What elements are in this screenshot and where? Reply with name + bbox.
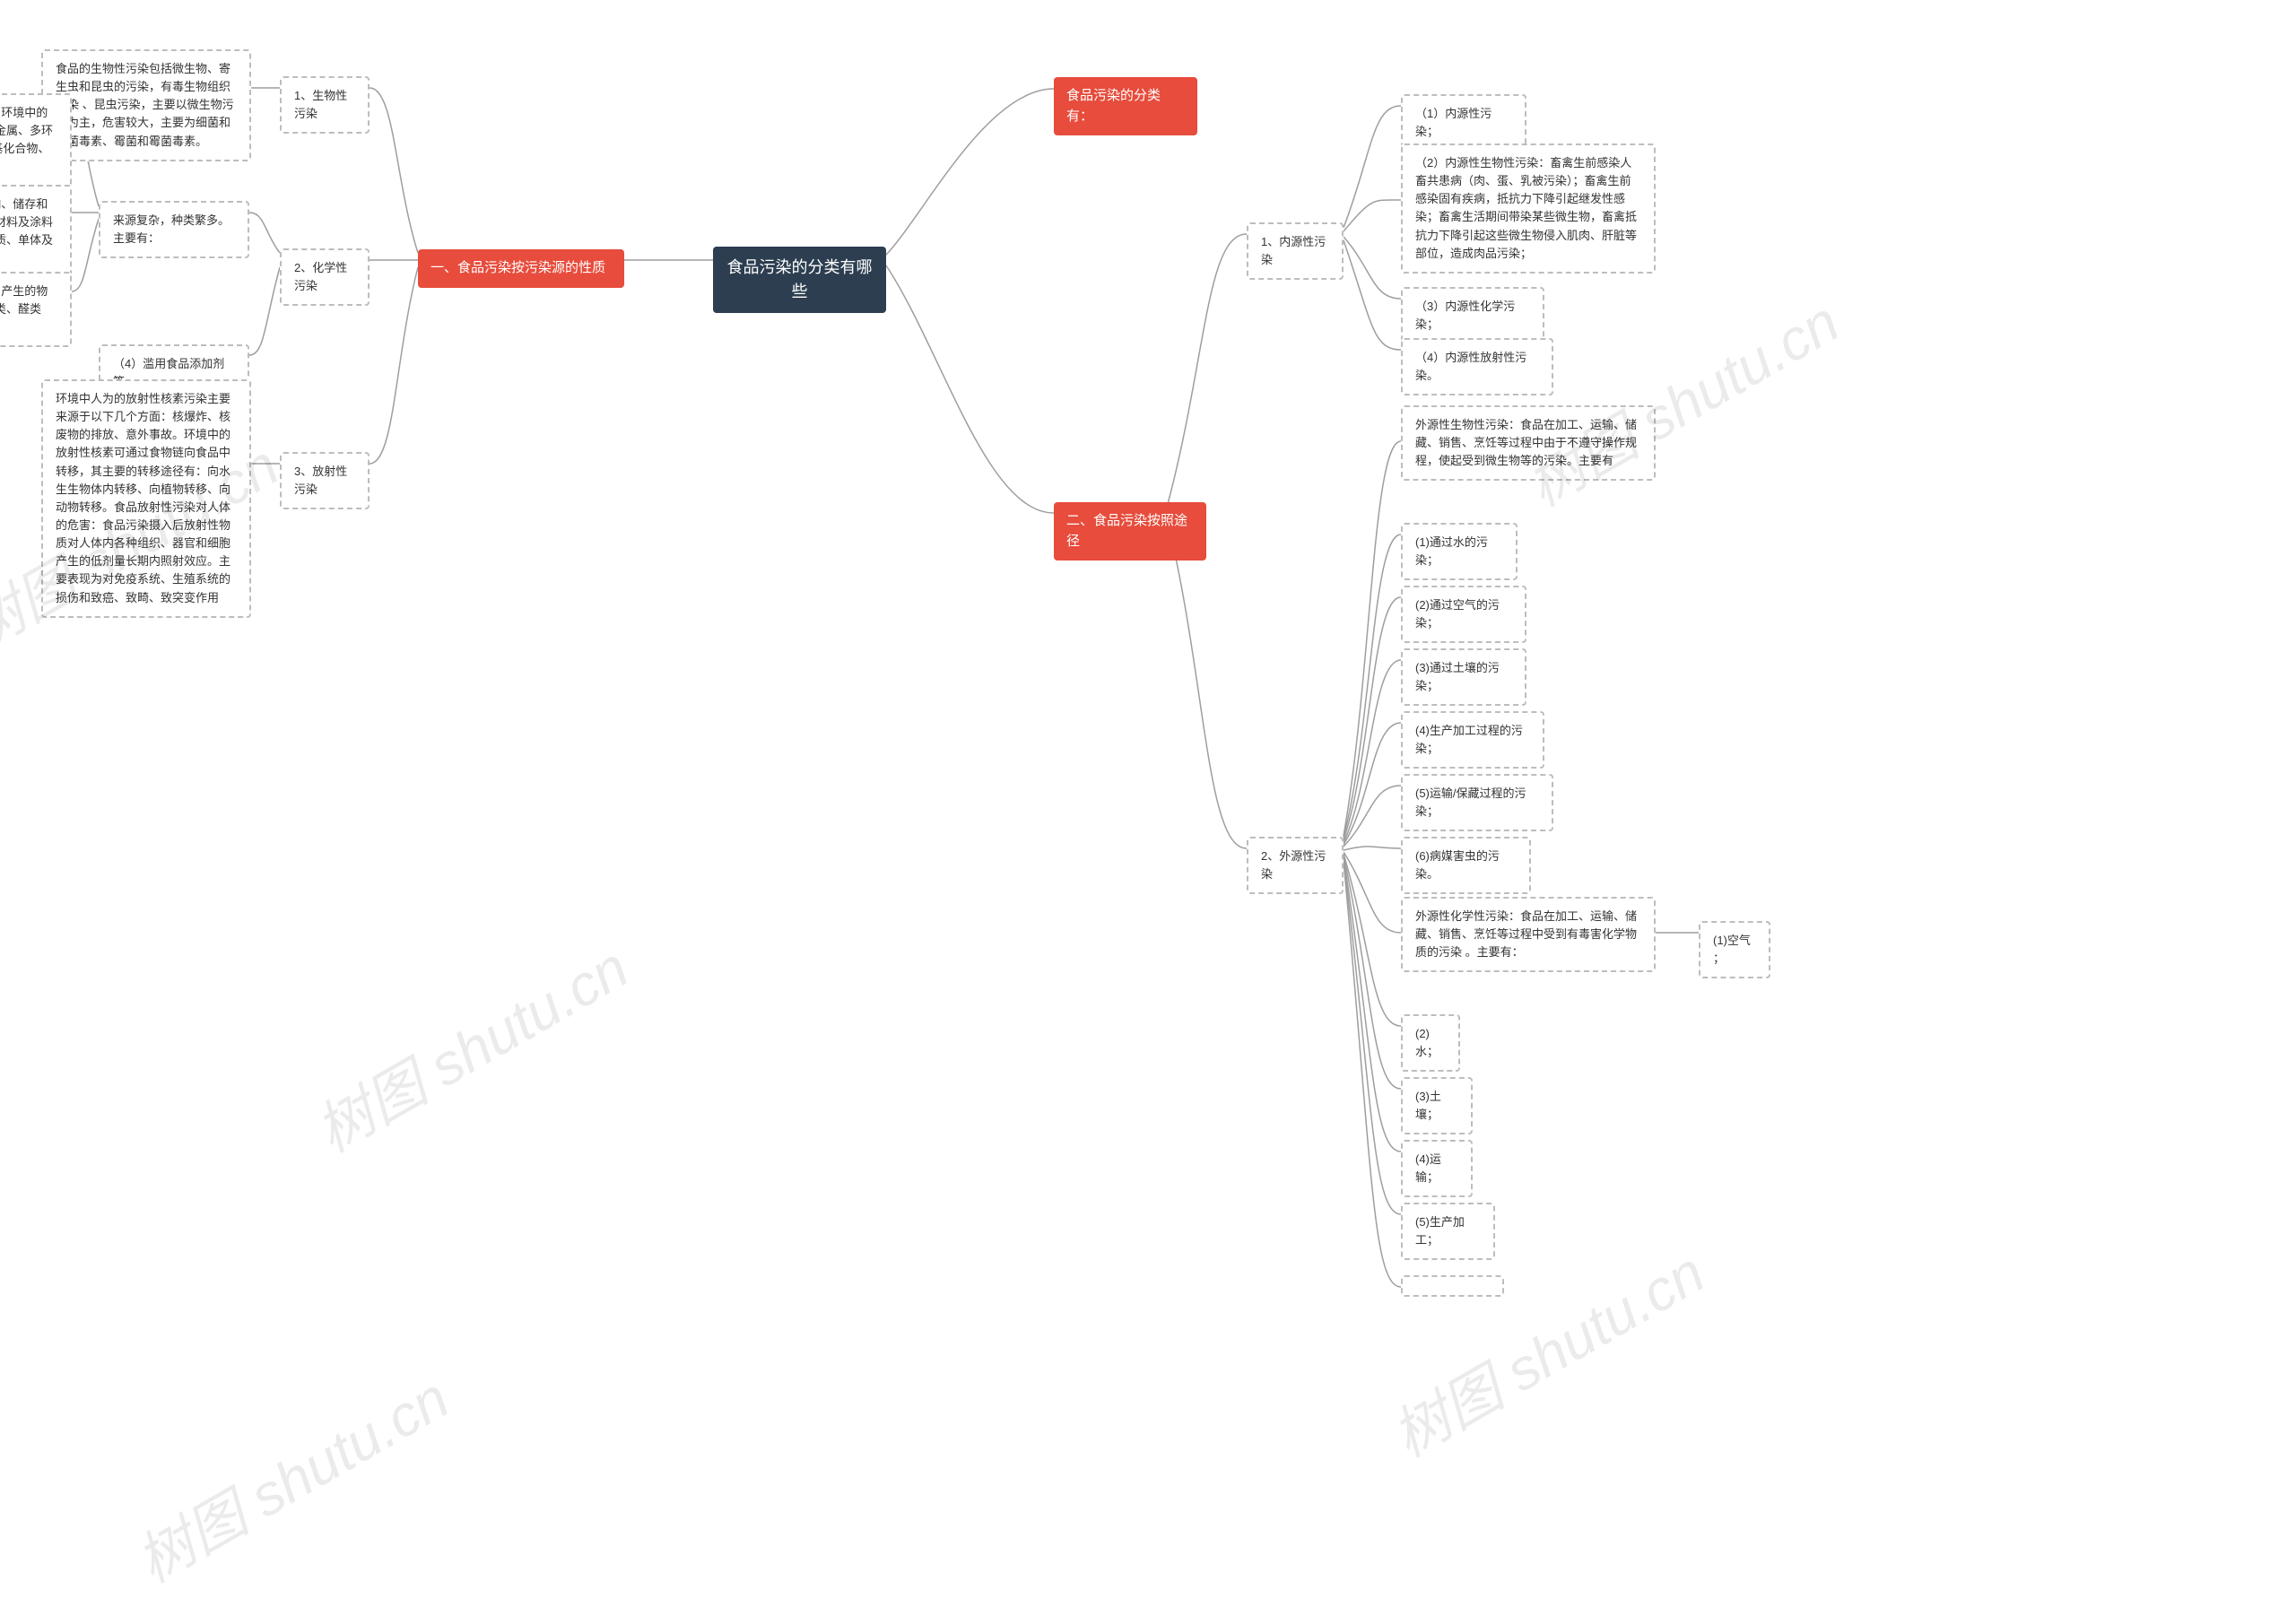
left-n3-detail: 环境中人为的放射性核素污染主要来源于以下几个方面：核爆炸、核废物的排放、意外事故…	[41, 379, 251, 618]
right-n2-q4: (4)运输；	[1401, 1140, 1473, 1197]
right-n1-c3: （3）内源性化学污染；	[1401, 287, 1544, 344]
right-n2-editor	[1401, 1275, 1504, 1297]
right-n1-c2: （2）内源性生物性污染：畜禽生前感染人畜共患病（肉、蛋、乳被污染）；畜禽生前感染…	[1401, 143, 1656, 274]
root-node: 食品污染的分类有哪些	[713, 247, 886, 313]
right-n2-q5: (5)生产加工；	[1401, 1203, 1495, 1260]
mindmap-canvas: 食品污染的分类有哪些 一、食品污染按污染源的性质 1、生物性污染 食品的生物性污…	[0, 0, 2296, 1506]
right-n2-p2: (2)通过空气的污染；	[1401, 586, 1526, 643]
watermark: 树图 shutu.cn	[1509, 277, 1852, 523]
right-top: 食品污染的分类有：	[1054, 77, 1197, 135]
right-n2-p4: (4)生产加工过程的污染；	[1401, 711, 1544, 769]
watermark: 树图 shutu.cn	[1375, 1228, 1718, 1473]
left-n3-label: 3、放射性污染	[280, 452, 370, 509]
right-branch: 二、食品污染按照途径	[1054, 502, 1206, 561]
right-n1-label: 1、内源性污染	[1247, 222, 1344, 280]
right-n2-chem: 外源性化学性污染：食品在加工、运输、储藏、销售、烹饪等过程中受到有毒害化学物质的…	[1401, 897, 1656, 972]
right-n2-p6: (6)病媒害虫的污染。	[1401, 837, 1531, 894]
right-n2-label: 2、外源性污染	[1247, 837, 1344, 894]
right-n2-q3: (3)土壤；	[1401, 1077, 1473, 1134]
right-n2-p1: (1)通过水的污染；	[1401, 523, 1518, 580]
connectors	[0, 0, 2296, 1506]
left-n1-detail: 食品的生物性污染包括微生物、寄生虫和昆虫的污染，有毒生物组织污染 、昆虫污染，主…	[41, 49, 251, 161]
right-n2-chem-a: (1)空气 ；	[1699, 921, 1770, 978]
left-n2-s3: （3）在食品加工储存中产生的物质，如酒类中有害的醇类、醛类等。	[0, 272, 72, 347]
watermark: 树图 shutu.cn	[299, 923, 641, 1169]
left-n2-sources: 来源复杂，种类繁多。主要有：	[99, 201, 249, 258]
left-branch: 一、食品污染按污染源的性质	[418, 249, 624, 288]
right-n2-p5: (5)运输/保藏过程的污染；	[1401, 774, 1553, 831]
right-n2-q2: (2)水；	[1401, 1014, 1460, 1072]
left-n2-label: 2、化学性污染	[280, 248, 370, 306]
right-n1-c4: （4）内源性放射性污染。	[1401, 338, 1553, 395]
watermark: 树图 shutu.cn	[119, 1353, 462, 1599]
left-n2-s1: （1）来自生产、生活和环境中的污染物，如农药、有害金属、多环芳烃化合物、N－亚硝…	[0, 93, 72, 187]
left-n2-s2: （2）从生产加工、运输、储存和销售工具、容器、包装材料及涂料等溶入食品中的原料材…	[0, 185, 72, 279]
right-n2-bio: 外源性生物性污染：食品在加工、运输、储藏、销售、烹饪等过程中由于不遵守操作规程，…	[1401, 405, 1656, 481]
left-n1-label: 1、生物性污染	[280, 76, 370, 134]
right-n2-p3: (3)通过土壤的污染；	[1401, 648, 1526, 706]
